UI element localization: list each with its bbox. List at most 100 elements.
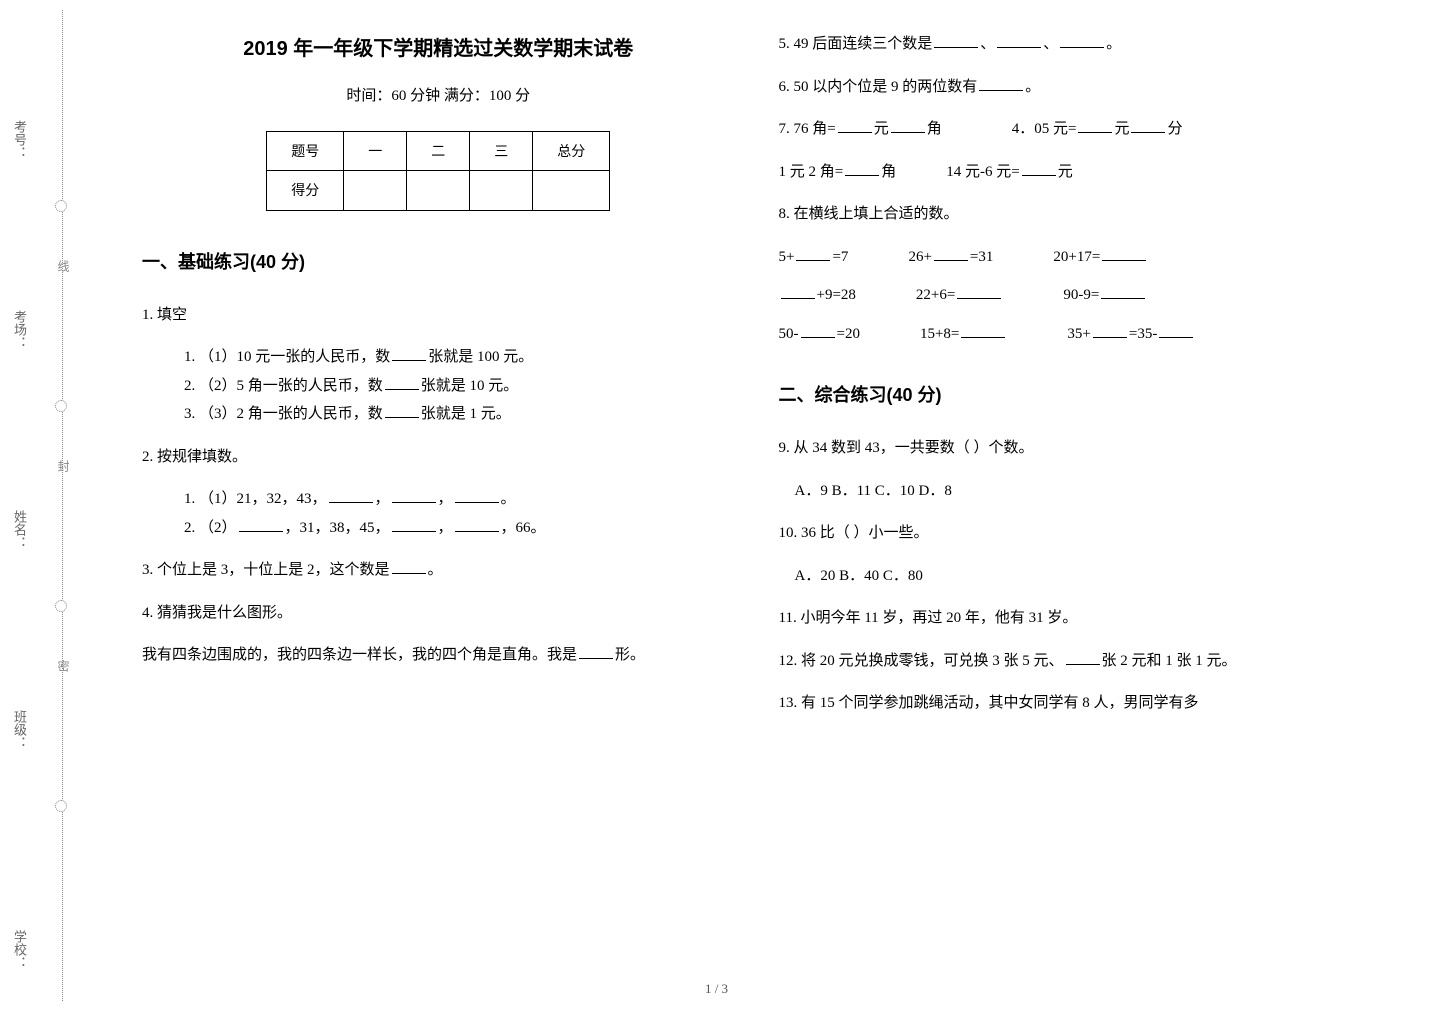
table-cell: 题号: [267, 131, 344, 171]
text: 张就是 1 元。: [421, 406, 511, 422]
text: 3. （3）2 角一张的人民币，数: [184, 406, 383, 422]
q1-1: 1. （1）10 元一张的人民币，数 张就是 100 元。: [184, 343, 735, 372]
text: +9=28: [817, 287, 856, 303]
text: 5+: [779, 249, 795, 265]
text: 1 元 2 角=: [779, 164, 844, 180]
q8-row3: 50-=20 15+8= 35+=35-: [779, 320, 1372, 349]
q1-2: 2. （2）5 角一张的人民币，数张就是 10 元。: [184, 372, 735, 401]
page-number: 1 / 3: [705, 981, 728, 997]
text: 角: [881, 164, 896, 180]
text: 6. 50 以内个位是 9 的两位数有: [779, 79, 978, 95]
q8-row1: 5+=7 26+=31 20+17=: [779, 243, 1372, 272]
page-body: 2019 年一年级下学期精选过关数学期末试卷 时间：60 分钟 满分：100 分…: [90, 0, 1433, 1011]
blank: [1060, 33, 1104, 48]
text: 22+6=: [916, 287, 955, 303]
text: 。: [428, 562, 443, 578]
q2-1: 1. （1）21，32，43，，，。: [184, 485, 735, 514]
blank: [455, 488, 499, 503]
blank: [392, 517, 436, 532]
text: 形。: [615, 647, 645, 663]
text: 4．05 元=: [1012, 121, 1077, 137]
binding-label-kaochang: 考场：: [10, 310, 29, 349]
blank: [579, 644, 613, 659]
q2-sub: 1. （1）21，32，43，，，。 2. （2），31，38，45，，，66。: [142, 485, 735, 542]
text: 、: [1043, 36, 1058, 52]
blank: [934, 246, 968, 261]
binding-circle: [55, 200, 67, 212]
q13: 13. 有 15 个同学参加跳绳活动，其中女同学有 8 人，男同学有多: [779, 689, 1372, 718]
table-row: 题号 一 二 三 总分: [267, 131, 610, 171]
text: 15+8=: [920, 326, 959, 342]
blank: [392, 346, 426, 361]
text: =35-: [1129, 326, 1157, 342]
binding-margin: 考号： 线 考场： 封 姓名： 密 班级： 学校：: [0, 0, 90, 1011]
text: 元: [874, 121, 889, 137]
text: 2. （2）: [184, 520, 237, 536]
q4-body: 我有四条边围成的，我的四条边一样长，我的四个角是直角。我是形。: [142, 641, 735, 670]
text: 20+17=: [1053, 249, 1100, 265]
text: ，66。: [501, 520, 546, 536]
q2: 2. 按规律填数。: [142, 443, 735, 472]
exam-subtitle: 时间：60 分钟 满分：100 分: [142, 82, 735, 111]
left-column: 2019 年一年级下学期精选过关数学期末试卷 时间：60 分钟 满分：100 分…: [120, 30, 757, 991]
blank: [934, 33, 978, 48]
q10-opts: A．20 B．40 C．80: [779, 562, 1372, 591]
blank: [1022, 161, 1056, 176]
binding-label-xuexiao: 学校：: [10, 930, 29, 969]
blank: [455, 517, 499, 532]
q8: 8. 在横线上填上合适的数。: [779, 200, 1372, 229]
text: 7. 76 角=: [779, 121, 836, 137]
text: 14 元-6 元=: [946, 164, 1019, 180]
blank: [961, 323, 1005, 338]
text: 3. 个位上是 3，十位上是 2，这个数是: [142, 562, 390, 578]
text: ，: [438, 520, 453, 536]
table-cell: 二: [407, 131, 470, 171]
text: 张 2 元和 1 张 1 元。: [1102, 653, 1237, 669]
table-cell: 一: [344, 131, 407, 171]
text: 。: [501, 491, 516, 507]
q10: 10. 36 比（ ）小一些。: [779, 519, 1372, 548]
table-cell: [533, 171, 610, 211]
q4: 4. 猜猜我是什么图形。: [142, 599, 735, 628]
text: 张就是 100 元。: [428, 349, 533, 365]
text: 。: [1106, 36, 1121, 52]
text: 张就是 10 元。: [421, 378, 519, 394]
q9-opts: A．9 B．11 C．10 D．8: [779, 477, 1372, 506]
q7-line2: 1 元 2 角=角 14 元-6 元=元: [779, 158, 1372, 187]
q2-2: 2. （2），31，38，45，，，66。: [184, 514, 735, 543]
text: =7: [832, 249, 848, 265]
table-cell: [344, 171, 407, 211]
q9: 9. 从 34 数到 43，一共要数（ ）个数。: [779, 434, 1372, 463]
text: 元: [1114, 121, 1129, 137]
binding-circle: [55, 400, 67, 412]
table-cell: 三: [470, 131, 533, 171]
score-table: 题号 一 二 三 总分 得分: [266, 131, 610, 211]
binding-circle: [55, 600, 67, 612]
q1-3: 3. （3）2 角一张的人民币，数 张就是 1 元。: [184, 400, 735, 429]
blank: [1101, 284, 1145, 299]
text: 35+: [1067, 326, 1090, 342]
blank: [392, 559, 426, 574]
table-cell: [407, 171, 470, 211]
blank: [891, 118, 925, 133]
text: 分: [1167, 121, 1182, 137]
q6: 6. 50 以内个位是 9 的两位数有。: [779, 73, 1372, 102]
binding-word-feng: 封: [55, 460, 72, 472]
text: 26+: [908, 249, 931, 265]
q12: 12. 将 20 元兑换成零钱，可兑换 3 张 5 元、张 2 元和 1 张 1…: [779, 647, 1372, 676]
text: ，: [438, 491, 453, 507]
blank: [1066, 650, 1100, 665]
table-cell: 总分: [533, 131, 610, 171]
blank: [329, 488, 373, 503]
blank: [392, 488, 436, 503]
q8-row2: +9=28 22+6= 90-9=: [779, 281, 1372, 310]
q7-line1: 7. 76 角=元角 4．05 元=元分: [779, 115, 1372, 144]
blank: [796, 246, 830, 261]
exam-title: 2019 年一年级下学期精选过关数学期末试卷: [142, 30, 735, 68]
text: 50-: [779, 326, 799, 342]
section-1-heading: 一、基础练习(40 分): [142, 245, 735, 279]
blank: [997, 33, 1041, 48]
q3: 3. 个位上是 3，十位上是 2，这个数是 。: [142, 556, 735, 585]
text: 1. （1）10 元一张的人民币，数: [184, 349, 390, 365]
text: ，: [375, 491, 390, 507]
